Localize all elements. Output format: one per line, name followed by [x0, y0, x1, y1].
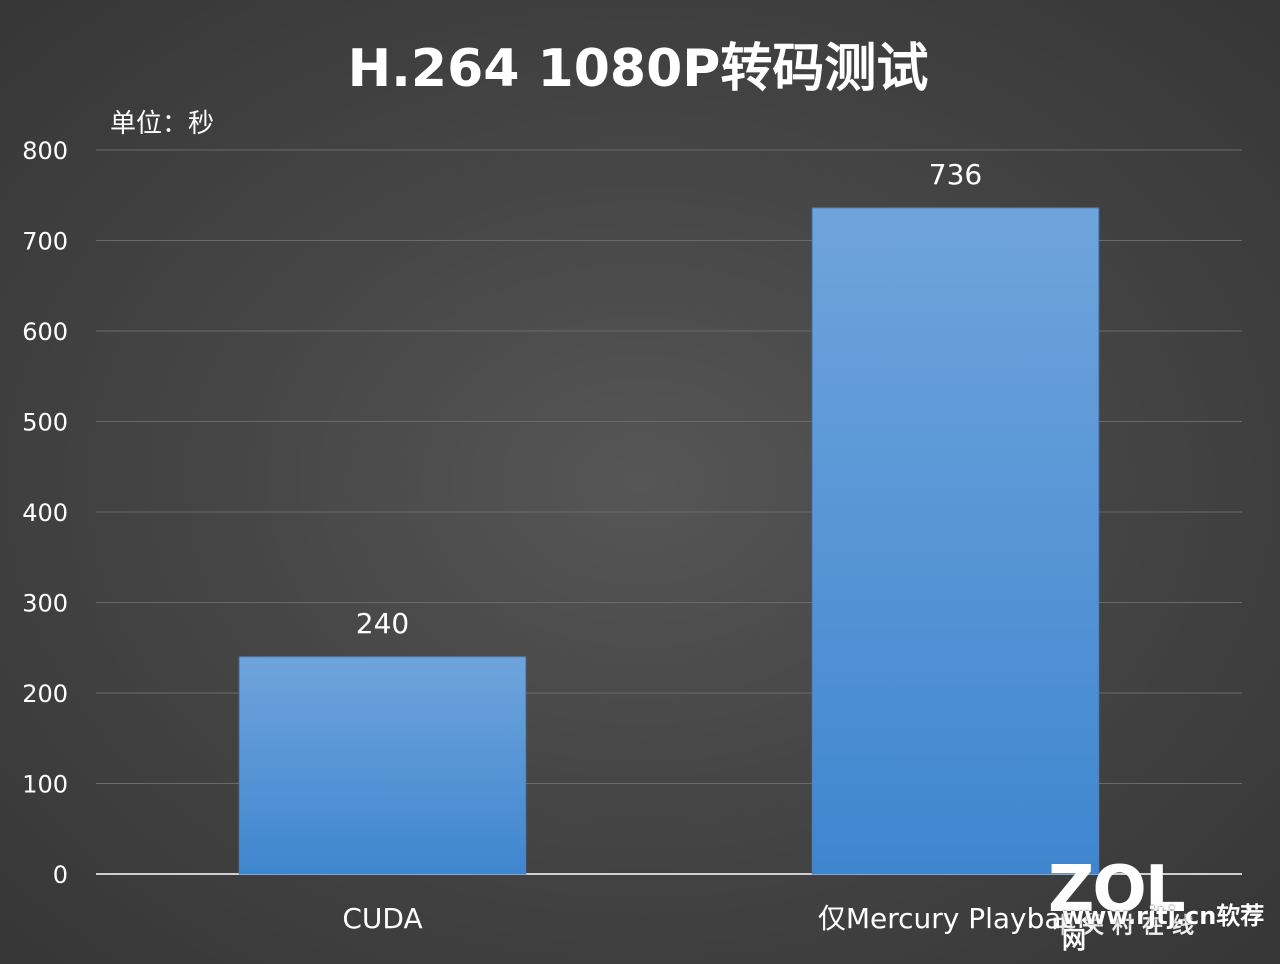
bars: [238, 207, 1100, 875]
y-tick-label-700: 700: [22, 228, 68, 256]
y-tick-label-500: 500: [22, 409, 68, 437]
x-tick-label-1: 仅Mercury Playback: [818, 902, 1094, 935]
bar-0: [238, 656, 527, 875]
y-tick-label-600: 600: [22, 318, 68, 346]
y-tick-label-100: 100: [22, 771, 68, 799]
y-tick-label-400: 400: [22, 499, 68, 527]
y-tick-label-0: 0: [53, 861, 68, 889]
y-tick-label-300: 300: [22, 590, 68, 618]
chart-title: H.264 1080P转码测试: [348, 39, 929, 99]
y-tick-label-200: 200: [22, 680, 68, 708]
data-label-1: 736: [929, 158, 982, 191]
data-label-0: 240: [356, 607, 409, 640]
site-watermark: www.rjtj.cn软荐网: [1062, 902, 1265, 954]
bar-1: [811, 207, 1100, 875]
x-tick-label-0: CUDA: [342, 902, 422, 935]
labels: 0 100 200 300 400 500 600 700 800 240 CUDA 736 仅Merc…: [22, 137, 1094, 935]
zol-logo: ZOL: [1048, 853, 1186, 927]
y-tick-label-800: 800: [22, 137, 68, 165]
unit-label: 单位：秒: [110, 109, 214, 139]
zol-logo-subtitle: 中关村在线: [1052, 914, 1203, 939]
